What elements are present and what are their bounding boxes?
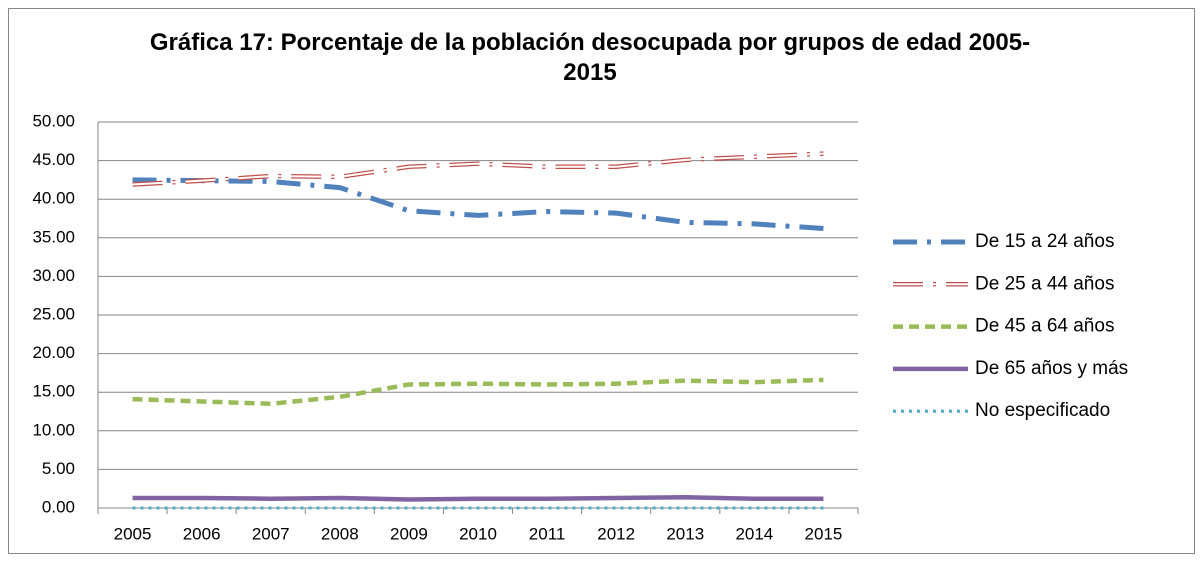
x-tick-label: 2015 (805, 524, 843, 543)
y-tick-label: 5.00 (42, 459, 75, 478)
y-tick-label: 0.00 (42, 497, 75, 516)
y-tick-label: 25.00 (32, 304, 75, 323)
legend-label: No especificado (975, 400, 1110, 421)
x-tick-label: 2007 (252, 524, 290, 543)
legend-label: De 25 a 44 años (975, 273, 1114, 294)
series-line (132, 377, 824, 407)
y-tick-label: 10.00 (32, 420, 75, 439)
y-tick-label: 50.00 (32, 111, 75, 130)
series-line (132, 177, 824, 232)
y-tick-label: 40.00 (32, 189, 75, 208)
x-tick-label: 2009 (390, 524, 428, 543)
series-line (132, 494, 824, 502)
chart-border (8, 8, 1195, 554)
legend-label: De 45 a 64 años (975, 316, 1114, 337)
y-tick-label: 15.00 (32, 382, 75, 401)
legend-label: De 65 años y más (975, 358, 1128, 379)
x-tick-label: 2005 (114, 524, 152, 543)
x-tick-label: 2013 (666, 524, 704, 543)
x-tick-label: 2011 (529, 524, 566, 543)
legend-label: De 15 a 24 años (975, 231, 1114, 252)
series-line-inner (132, 152, 824, 186)
y-tick-label: 20.00 (32, 343, 75, 362)
x-tick-label: 2006 (183, 524, 221, 543)
x-tick-label: 2010 (459, 524, 497, 543)
x-tick-label: 2012 (597, 524, 635, 543)
chart-title: Gráfica 17: Porcentaje de la población d… (149, 29, 1031, 86)
x-tick-label: 2014 (735, 524, 773, 543)
y-tick-label: 45.00 (32, 150, 75, 169)
y-tick-label: 30.00 (32, 266, 75, 285)
y-tick-label: 35.00 (32, 227, 75, 246)
x-tick-label: 2008 (321, 524, 359, 543)
